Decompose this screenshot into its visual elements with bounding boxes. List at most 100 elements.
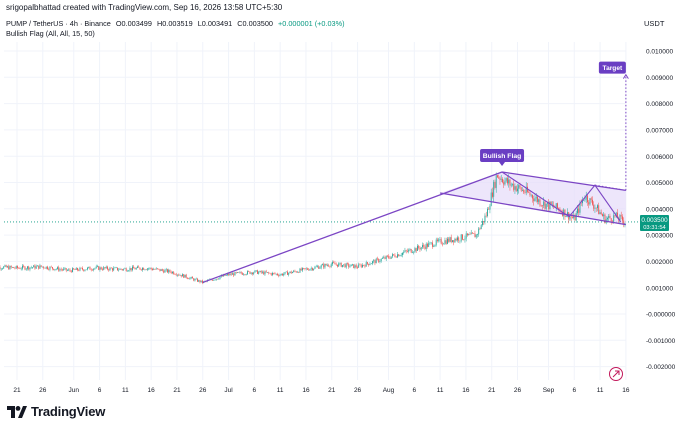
price-tick-label: 0.003000 <box>646 233 673 240</box>
footer-brand[interactable]: TradingView <box>7 404 105 419</box>
candle-body <box>262 271 263 273</box>
candle-body <box>107 266 108 270</box>
candle-body <box>1 268 3 270</box>
flag-pole-line <box>202 171 503 284</box>
candle-body <box>410 249 412 253</box>
candle-body <box>112 268 113 271</box>
candle-body <box>145 269 147 271</box>
candle-body <box>182 274 183 277</box>
candle-body <box>470 232 472 235</box>
candle-body <box>114 267 116 269</box>
candle-body <box>510 184 512 186</box>
candle-body <box>13 267 15 269</box>
candle-body <box>385 255 387 259</box>
brand-name: TradingView <box>31 404 106 419</box>
time-tick-label: Jun <box>69 387 80 394</box>
price-axis[interactable]: 0.010000 0.009000 0.008000 0.007000 0.006000… <box>640 49 676 372</box>
candle-body <box>599 212 601 215</box>
candle-body <box>335 264 337 265</box>
candle-body <box>38 265 40 269</box>
candle-body <box>140 269 142 271</box>
candle-body <box>53 268 55 271</box>
candle-body <box>392 254 393 257</box>
candle-body <box>227 273 228 275</box>
candle-body <box>585 195 587 200</box>
candle-body <box>478 228 480 235</box>
candle-body <box>118 269 120 271</box>
candle-body <box>362 264 363 268</box>
candle-body <box>592 199 593 205</box>
candle-body <box>55 268 57 270</box>
candle-body <box>22 265 23 269</box>
candle-body <box>572 217 573 219</box>
time-tick-label: 11 <box>122 387 129 394</box>
time-tick-label: Jul <box>224 387 233 394</box>
pattern-label-box[interactable] <box>480 148 525 162</box>
candle-body <box>274 273 276 275</box>
candle-body <box>497 175 498 178</box>
candle-body <box>435 239 437 245</box>
creator-caption: srigopalbhattad created with TradingView… <box>6 3 283 12</box>
candle-body <box>35 266 37 269</box>
time-tick-label: 21 <box>13 387 21 394</box>
candle-body <box>93 268 95 271</box>
candle-body <box>498 177 500 179</box>
candle-body <box>15 266 17 269</box>
candle-body <box>147 268 148 270</box>
candle-body <box>370 263 372 265</box>
candle-body <box>14 268 16 269</box>
indicator-legend[interactable]: Bullish Flag (All, All, 15, 50) <box>6 29 95 38</box>
candle-body <box>564 209 566 217</box>
candle-body <box>267 272 268 273</box>
candle-body <box>375 258 377 264</box>
candle-body <box>450 237 452 242</box>
candle-body <box>528 191 530 193</box>
candle-body <box>569 216 571 220</box>
candle-body <box>469 234 471 235</box>
candle-body <box>275 273 277 275</box>
bullish-flag-pattern[interactable] <box>440 171 626 225</box>
candle-body <box>390 256 392 259</box>
candle-body <box>189 277 191 279</box>
candle-body <box>489 205 491 210</box>
candle-body <box>163 270 165 273</box>
candle-body <box>295 271 297 273</box>
candle-body <box>520 187 522 191</box>
candle-body <box>573 215 575 219</box>
candle-body <box>384 257 386 259</box>
candle-body <box>29 267 31 270</box>
time-tick-label: 26 <box>354 387 362 394</box>
candle-body <box>457 237 458 241</box>
symbol-name[interactable]: PUMP / TetherUS · 4h · Binance <box>6 19 111 28</box>
candle-body <box>127 270 128 272</box>
price-tick-label: 0.010000 <box>646 49 673 56</box>
candle-body <box>289 271 291 273</box>
candle-body <box>7 266 8 268</box>
candle-body <box>67 270 68 271</box>
candle-body <box>43 266 45 268</box>
candle-body <box>622 216 623 221</box>
candle-body <box>555 203 557 208</box>
candle-body <box>500 178 502 180</box>
candle-body <box>82 267 83 270</box>
candle-body <box>169 269 171 272</box>
candle-body <box>188 278 190 280</box>
candle-body <box>380 258 382 261</box>
candle-body <box>218 278 220 280</box>
currency-label[interactable]: USDT <box>644 19 665 28</box>
candle-body <box>532 194 533 199</box>
current-price-label[interactable] <box>640 214 669 231</box>
candle-body <box>68 269 70 271</box>
candle-body <box>608 215 610 218</box>
candle-body <box>447 238 448 244</box>
candle-body <box>293 270 295 273</box>
candle-body <box>272 273 273 275</box>
candle-body <box>179 275 181 276</box>
candle-body <box>318 266 320 269</box>
candle-body <box>358 264 360 268</box>
candle-body <box>238 272 240 273</box>
time-axis[interactable]: 21 26 Jun 6 11 16 21 26 Jul 6 11 16 21 26 Aug 6 11 16 21 26… <box>13 387 629 394</box>
goto-realtime-icon[interactable] <box>609 367 623 381</box>
target-label-box[interactable] <box>598 61 626 74</box>
